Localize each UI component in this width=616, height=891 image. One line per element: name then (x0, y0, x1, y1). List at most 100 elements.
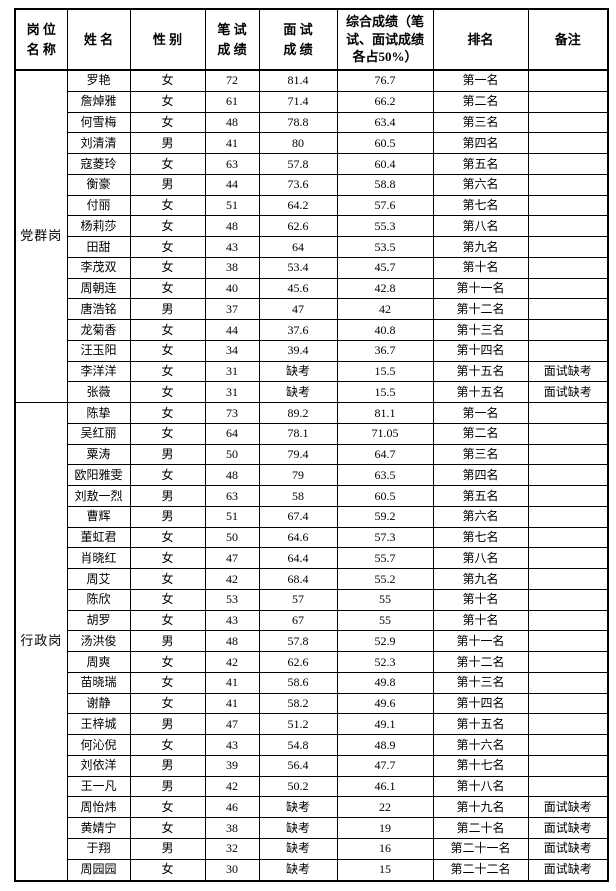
cell-gender: 女 (129, 526, 206, 549)
cell-composite: 63.4 (336, 111, 434, 134)
cell-rank: 第八名 (432, 215, 529, 238)
cell-gender: 女 (129, 422, 206, 445)
cell-written: 30 (204, 858, 260, 882)
cell-gender: 女 (129, 111, 206, 134)
cell-written: 41 (204, 692, 260, 715)
cell-note (527, 402, 609, 424)
cell-name: 刘依洋 (66, 754, 131, 777)
cell-interview: 78.1 (258, 422, 338, 445)
cell-note (527, 173, 609, 196)
cell-composite: 76.7 (336, 69, 434, 92)
cell-rank: 第七名 (432, 194, 529, 217)
cell-note (527, 692, 609, 715)
cell-interview: 45.6 (258, 277, 338, 300)
cell-composite: 55.7 (336, 547, 434, 570)
cell-rank: 第十七名 (432, 754, 529, 777)
cell-rank: 第五名 (432, 153, 529, 175)
cell-composite: 46.1 (336, 775, 434, 798)
cell-written: 38 (204, 817, 260, 839)
cell-composite: 81.1 (336, 402, 434, 424)
cell-interview: 50.2 (258, 775, 338, 798)
table-row: 何雪梅女 48 78.8 63.4 第三名 (15, 111, 609, 134)
cell-name: 李洋洋 (66, 360, 131, 383)
cell-interview: 39.4 (258, 339, 338, 362)
cell-gender: 女 (129, 796, 206, 819)
table-row: 欧阳雅雯女 48 79 63.5 第四名 (15, 464, 609, 487)
cell-note: 面试缺考 (527, 381, 609, 404)
cell-note (527, 111, 609, 134)
table-row: 刘依洋男 39 56.4 47.7 第十七名 (15, 754, 609, 777)
cell-interview: 78.8 (258, 111, 338, 134)
table-row: 衡豪男 44 73.6 58.8 第六名 (15, 173, 609, 196)
cell-gender: 女 (129, 734, 206, 756)
cell-composite: 48.9 (336, 734, 434, 756)
cell-interview: 62.6 (258, 651, 338, 673)
cell-written: 40 (204, 277, 260, 300)
cell-note (527, 256, 609, 279)
cell-name: 曹辉 (66, 505, 131, 528)
cell-written: 63 (204, 153, 260, 175)
cell-gender: 男 (129, 298, 206, 321)
cell-interview: 缺考 (258, 796, 338, 819)
cell-composite: 52.9 (336, 630, 434, 653)
cell-written: 34 (204, 339, 260, 362)
cell-interview: 缺考 (258, 858, 338, 882)
post-group-cell: 党群岗 (14, 69, 68, 404)
cell-gender: 女 (129, 817, 206, 839)
cell-note (527, 443, 609, 466)
cell-name: 胡罗 (66, 609, 131, 632)
cell-written: 31 (204, 381, 260, 404)
cell-written: 43 (204, 609, 260, 632)
cell-written: 41 (204, 671, 260, 694)
table-row: 王梓城男 47 51.2 49.1 第十五名 (15, 713, 609, 736)
table-row: 周园园女 30 缺考 15 第二十二名 面试缺考 (15, 858, 609, 882)
cell-name: 黄婧宁 (66, 817, 131, 839)
cell-gender: 女 (129, 90, 206, 113)
cell-composite: 40.8 (336, 319, 434, 341)
cell-name: 何沁倪 (66, 734, 131, 756)
cell-gender: 女 (129, 588, 206, 611)
cell-name: 杨莉莎 (66, 215, 131, 238)
cell-gender: 男 (129, 173, 206, 196)
cell-name: 寇菱玲 (66, 153, 131, 175)
cell-rank: 第十一名 (432, 277, 529, 300)
cell-gender: 女 (129, 402, 206, 424)
cell-name: 罗艳 (66, 69, 131, 92)
cell-name: 周艾 (66, 568, 131, 590)
cell-interview: 67 (258, 609, 338, 632)
cell-note (527, 547, 609, 570)
cell-written: 39 (204, 754, 260, 777)
cell-gender: 女 (129, 69, 206, 92)
cell-rank: 第十名 (432, 256, 529, 279)
table-row: 寇菱玲女 63 57.8 60.4 第五名 (15, 153, 609, 175)
table-row: 谢静女 41 58.2 49.6 第十四名 (15, 692, 609, 715)
cell-composite: 16 (336, 837, 434, 860)
cell-note: 面试缺考 (527, 837, 609, 860)
table-row: 周爽女 42 62.6 52.3 第十二名 (15, 651, 609, 673)
cell-written: 48 (204, 215, 260, 238)
cell-written: 42 (204, 568, 260, 590)
cell-composite: 19 (336, 817, 434, 839)
cell-rank: 第二十二名 (432, 858, 529, 882)
cell-gender: 男 (129, 485, 206, 507)
cell-name: 粟涛 (66, 443, 131, 466)
cell-interview: 缺考 (258, 817, 338, 839)
cell-composite: 57.6 (336, 194, 434, 217)
cell-rank: 第一名 (432, 402, 529, 424)
cell-note: 面试缺考 (527, 360, 609, 383)
cell-composite: 58.8 (336, 173, 434, 196)
cell-composite: 22 (336, 796, 434, 819)
cell-name: 周怡炜 (66, 796, 131, 819)
header-name: 姓 名 (66, 8, 131, 71)
cell-written: 48 (204, 111, 260, 134)
cell-written: 42 (204, 775, 260, 798)
cell-interview: 79.4 (258, 443, 338, 466)
cell-interview: 73.6 (258, 173, 338, 196)
table-row: 党群岗 罗艳女 72 81.4 76.7 第一名 (14, 69, 609, 404)
cell-written: 51 (204, 505, 260, 528)
table-row: 行政岗 陈挚女 73 89.2 81.1 第一名 (14, 402, 609, 882)
cell-gender: 女 (129, 464, 206, 487)
cell-rank: 第十六名 (432, 734, 529, 756)
cell-gender: 女 (129, 319, 206, 341)
cell-note (527, 734, 609, 756)
